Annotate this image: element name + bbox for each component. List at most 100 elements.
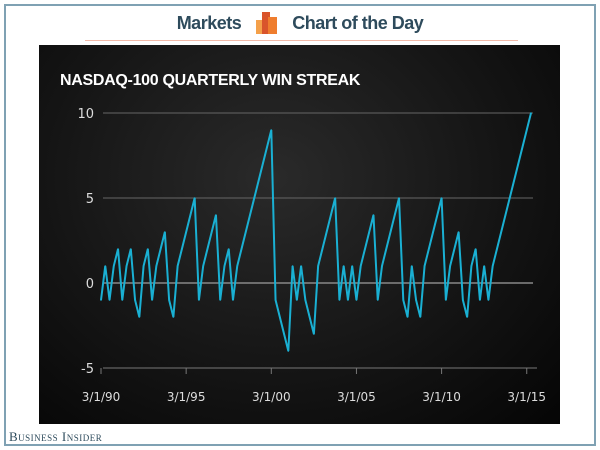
data-point [266, 146, 268, 148]
data-point [287, 350, 290, 352]
data-point [508, 197, 511, 199]
data-point [151, 299, 153, 301]
data-point [206, 248, 209, 250]
data-point [393, 214, 396, 216]
data-point [164, 231, 166, 233]
data-point [504, 214, 507, 216]
data-point [474, 248, 477, 250]
data-point [291, 265, 294, 267]
data-point [240, 248, 243, 250]
header-divider [85, 40, 518, 41]
data-point [270, 129, 273, 131]
data-point [381, 265, 383, 267]
data-point [351, 265, 353, 267]
chart-title: NASDAQ-100 QUARTERLY WIN STREAK [60, 72, 361, 89]
x-tick-label: 3/1/00 [252, 390, 291, 404]
data-point [317, 265, 319, 267]
data-point [202, 265, 204, 267]
data-point [253, 197, 256, 199]
data-point [419, 316, 422, 318]
data-point [491, 265, 494, 267]
data-point [423, 265, 426, 267]
data-point [249, 214, 251, 216]
data-point [355, 299, 358, 301]
x-tick-label: 3/1/15 [507, 390, 546, 404]
data-point [342, 265, 345, 267]
data-point [121, 299, 124, 301]
data-point [385, 248, 388, 250]
y-tick-label: -5 [81, 362, 94, 377]
data-point [334, 197, 336, 199]
data-point [445, 299, 447, 301]
data-point [338, 299, 341, 301]
data-point [313, 333, 315, 335]
data-point [483, 265, 485, 267]
data-point [147, 248, 149, 250]
data-point [210, 231, 213, 233]
data-point [449, 265, 451, 267]
data-point [470, 265, 473, 267]
y-tick-label: 5 [86, 192, 94, 207]
data-point [432, 231, 434, 233]
data-point [376, 299, 379, 301]
data-point [138, 316, 141, 318]
data-point [525, 129, 528, 131]
data-point [308, 316, 311, 318]
data-point [100, 299, 102, 301]
data-point [112, 265, 115, 267]
data-point [398, 197, 400, 199]
data-point [215, 214, 217, 216]
business-insider-logo: Business Insider [9, 429, 103, 444]
data-point [304, 299, 307, 301]
data-point [406, 316, 409, 318]
data-point [479, 299, 481, 301]
data-point [108, 299, 111, 301]
bar-chart-logo-icon [255, 12, 278, 35]
data-point [428, 248, 430, 250]
data-point [125, 265, 128, 267]
data-point [117, 248, 119, 250]
data-point [236, 265, 239, 267]
x-tick-label: 3/1/05 [337, 390, 376, 404]
data-point [104, 265, 107, 267]
data-point [487, 299, 490, 301]
data-point [410, 265, 413, 267]
series-line [100, 112, 532, 352]
data-point [521, 146, 524, 148]
data-point [513, 180, 515, 182]
header-chart-of-the-day: Chart of the Day [292, 12, 424, 33]
data-point [193, 197, 196, 199]
data-point [389, 231, 392, 233]
data-point [530, 112, 532, 114]
data-point [181, 248, 183, 250]
data-point [279, 316, 281, 318]
data-point [244, 231, 247, 233]
data-point [261, 163, 264, 165]
data-point [296, 299, 298, 301]
data-point [185, 231, 187, 233]
data-point [172, 316, 175, 318]
y-tick-label: 0 [86, 277, 94, 292]
data-point [457, 231, 460, 233]
data-point [347, 299, 349, 301]
data-point [168, 299, 170, 301]
data-point [359, 265, 362, 267]
data-point [159, 248, 162, 250]
data-point [274, 299, 277, 301]
data-point [142, 265, 145, 267]
data-point [300, 265, 302, 267]
data-point [436, 214, 439, 216]
data-point [462, 299, 464, 301]
x-tick-label: 3/1/10 [422, 390, 461, 404]
chart-panel [39, 45, 560, 424]
data-point [402, 299, 405, 301]
data-point [232, 299, 234, 301]
data-point [223, 265, 226, 267]
data-point [227, 248, 230, 250]
data-point [189, 214, 192, 216]
data-point [321, 248, 324, 250]
header: Markets Chart of the Day [0, 12, 600, 35]
data-point [440, 197, 443, 199]
y-tick-label: 10 [77, 107, 94, 122]
